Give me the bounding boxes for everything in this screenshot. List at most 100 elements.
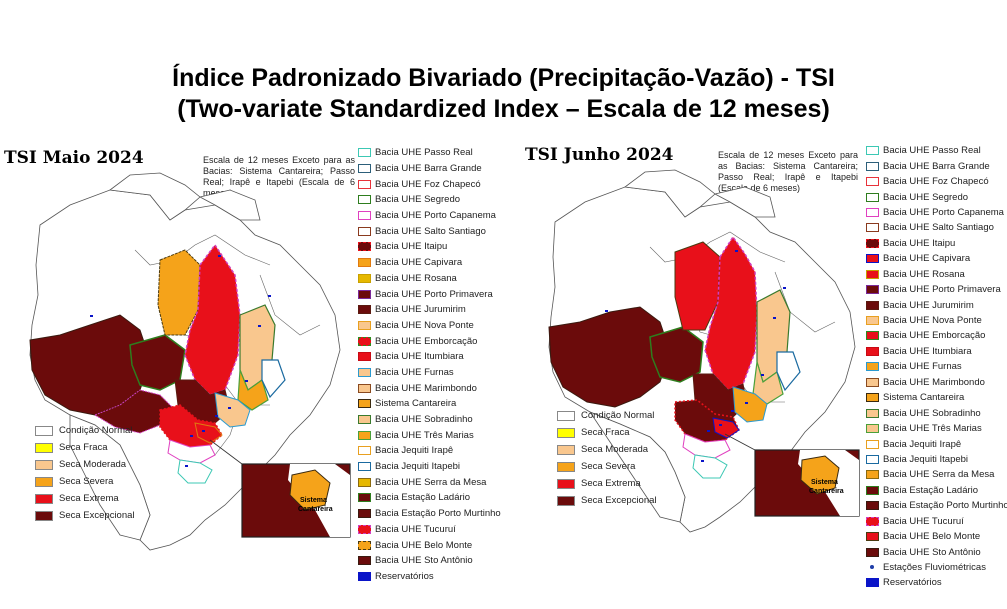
basin-swatch xyxy=(358,399,371,409)
basin-swatch xyxy=(866,346,879,356)
basin-label: Bacia UHE Passo Real xyxy=(883,145,981,157)
basin-legend-item: Bacia UHE Jurumirim xyxy=(358,302,501,318)
class-swatch xyxy=(35,493,53,504)
basin-label: Bacia UHE Foz Chapecó xyxy=(375,178,481,190)
basin-label: Bacia UHE Rosana xyxy=(883,268,965,280)
reservoirs xyxy=(605,250,786,462)
class-swatch xyxy=(35,425,53,436)
class-label: Seca Severa xyxy=(59,476,114,487)
class-legend-item: Seca Moderada xyxy=(35,456,135,473)
basin-swatch xyxy=(866,439,879,449)
class-swatch xyxy=(35,476,53,487)
basin-legend-item: Bacia UHE Foz Chapecó xyxy=(866,174,1007,189)
basin-label: Sistema Cantareira xyxy=(375,398,457,410)
class-swatch xyxy=(557,410,575,421)
basin-swatch xyxy=(358,446,371,456)
basin-swatch xyxy=(866,516,879,526)
basin-swatch xyxy=(358,367,371,377)
basin-iguacu xyxy=(682,433,731,459)
basin-label: Bacia Jequiti Irapê xyxy=(375,445,454,457)
basin-legend-item: Bacia UHE Furnas xyxy=(358,365,501,381)
basin-legend-item: Bacia UHE Tucuruí xyxy=(866,514,1007,529)
basin-legend-item: Sistema Cantareira xyxy=(358,396,501,412)
basin-ladario xyxy=(129,334,186,391)
basin-tucurui xyxy=(704,235,758,391)
class-label: Seca Extrema xyxy=(59,493,119,504)
basin-capivara xyxy=(194,422,223,444)
class-swatch xyxy=(35,442,53,453)
inset-label-2: Cantareira xyxy=(298,506,333,513)
basin-label: Bacia UHE Salto Santiago xyxy=(883,222,994,234)
class-swatch xyxy=(557,444,575,455)
basin-legend-item: Bacia UHE Salto Santiago xyxy=(866,220,1007,235)
class-swatch xyxy=(557,427,575,438)
basin-legend-item: Bacia UHE Capivara xyxy=(866,251,1007,266)
basin-swatch xyxy=(866,563,879,572)
class-legend-item: Seca Moderada xyxy=(557,441,657,458)
basin-label: Bacia UHE Três Marias xyxy=(375,429,474,441)
class-legend-may: Condição Normal Seca Fraca Seca Moderada Se… xyxy=(35,422,135,524)
basin-label: Bacia UHE Capivara xyxy=(375,257,463,269)
basin-swatch xyxy=(866,408,879,418)
basin-swatch xyxy=(358,415,371,425)
basin-label: Bacia UHE Nova Ponte xyxy=(375,319,474,331)
basin-swatch xyxy=(358,273,371,283)
basin-legend-item: Bacia UHE Nova Ponte xyxy=(358,318,501,334)
basin-legend-item: Bacia Estação Ladário xyxy=(866,483,1007,498)
basin-label: Bacia UHE Tucuruí xyxy=(883,515,964,527)
basin-swatch xyxy=(358,477,371,487)
main-title-line-2: (Two-variate Standardized Index – Escala… xyxy=(177,95,830,123)
basin-label: Bacia UHE Três Marias xyxy=(883,423,982,435)
basin-label: Bacia UHE Segredo xyxy=(375,194,461,206)
basin-label: Estações Fluviométricas xyxy=(883,562,986,574)
basin-label: Bacia UHE Itaipu xyxy=(375,241,448,253)
basin-swatch xyxy=(866,547,879,557)
basin-label: Bacia UHE Itaipu xyxy=(883,237,956,249)
neighbor-countries xyxy=(29,172,341,551)
class-swatch xyxy=(557,495,575,506)
basin-legend-item: Bacia UHE Capivara xyxy=(358,255,501,271)
basin-furnas xyxy=(732,386,768,423)
basin-legend-item: Bacia UHE Marimbondo xyxy=(358,380,501,396)
basin-belo-monte xyxy=(157,249,201,336)
basin-swatch xyxy=(358,383,371,393)
basin-label: Bacia UHE Itumbiara xyxy=(883,345,972,357)
basin-label: Bacia UHE Foz Chapecó xyxy=(883,176,989,188)
basin-swatch xyxy=(866,316,879,326)
basin-legend-item: Bacia UHE Furnas xyxy=(866,359,1007,374)
basin-label: Bacia Estação Porto Murtinho xyxy=(883,500,1007,512)
basin-swatch xyxy=(866,424,879,434)
basin-label: Bacia UHE Furnas xyxy=(375,366,454,378)
basin-swatch xyxy=(358,540,371,550)
inset-cantareira: Sistema Cantareira xyxy=(209,439,351,538)
basin-iguacu xyxy=(167,439,216,464)
basin-tucurui xyxy=(184,243,241,396)
main-title-line-1: Índice Padronizado Bivariado (Precipitaç… xyxy=(172,64,835,92)
class-swatch xyxy=(557,461,575,472)
class-legend-item: Condição Normal xyxy=(557,407,657,424)
basin-legend-item: Bacia UHE Nova Ponte xyxy=(866,313,1007,328)
basin-legend-may: Bacia UHE Passo Real Bacia UHE Barra Gran… xyxy=(358,145,501,584)
basin-swatch xyxy=(866,238,879,248)
map-may-2024: Sistema Cantareira xyxy=(29,172,351,551)
class-legend-june: Condição Normal Seca Fraca Seca Moderada Se… xyxy=(557,407,657,509)
basin-label: Bacia UHE Barra Grande xyxy=(375,163,482,175)
basin-label: Bacia Estação Porto Murtinho xyxy=(375,508,501,520)
class-label: Seca Moderada xyxy=(59,459,127,470)
scale-note-june: Escala de 12 meses Exceto para as Bacias… xyxy=(718,150,858,193)
basin-label: Bacia UHE Porto Capanema xyxy=(375,210,496,222)
basin-swatch xyxy=(358,164,371,174)
basin-label: Bacia UHE Rosana xyxy=(375,272,457,284)
basin-swatch xyxy=(866,377,879,387)
basin-belo-monte xyxy=(674,241,721,331)
basin-swatch xyxy=(358,242,371,252)
basin-swatch xyxy=(866,501,879,511)
class-swatch xyxy=(557,478,575,489)
basin-label: Bacia Jequiti Itapebi xyxy=(375,461,461,473)
basin-legend-item: Bacia Jequiti Irapê xyxy=(358,443,501,459)
basin-swatch xyxy=(358,289,371,299)
basin-swatch xyxy=(358,336,371,346)
basin-swatch xyxy=(866,269,879,279)
basin-label: Bacia UHE Sto Antônio xyxy=(375,555,473,567)
basin-swatch xyxy=(866,177,879,187)
